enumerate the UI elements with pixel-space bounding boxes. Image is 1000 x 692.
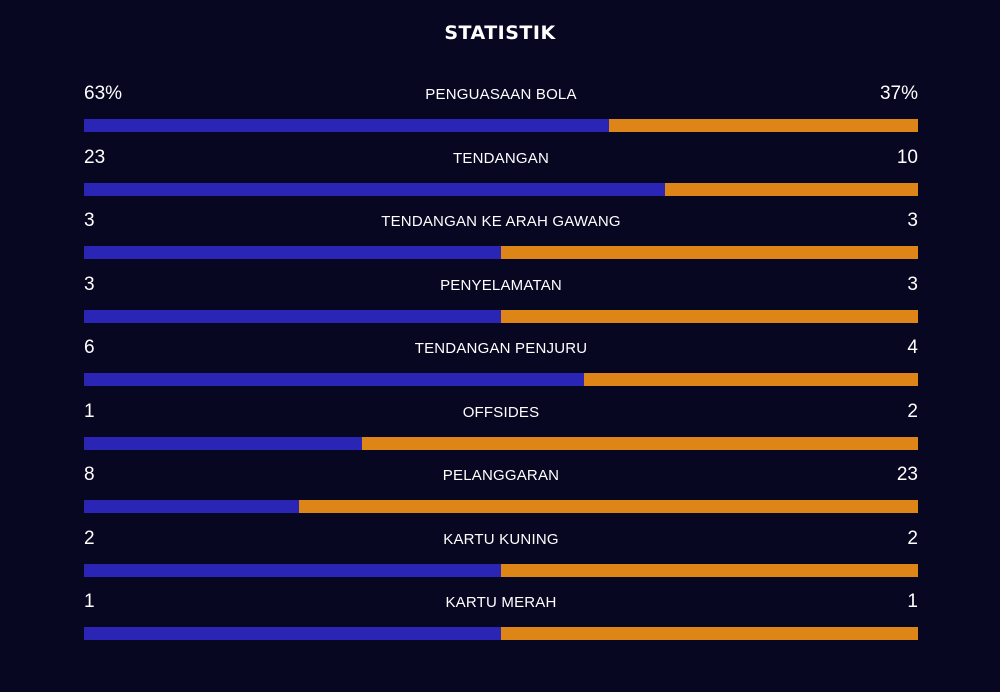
stat-row: KARTU MERAH 1 1 bbox=[84, 588, 918, 652]
stats-list: PENGUASAAN BOLA 63% 37% TENDANGAN 23 10 TENDAN… bbox=[84, 80, 918, 652]
stat-header: TENDANGAN KE ARAH GAWANG 3 3 bbox=[84, 207, 918, 235]
home-value: 1 bbox=[84, 400, 95, 422]
stat-header: PELANGGARAN 8 23 bbox=[84, 461, 918, 489]
away-value: 2 bbox=[907, 527, 918, 549]
stat-row: OFFSIDES 1 2 bbox=[84, 398, 918, 462]
stat-row: PENYELAMATAN 3 3 bbox=[84, 271, 918, 335]
stat-header: KARTU MERAH 1 1 bbox=[84, 588, 918, 616]
away-bar-segment bbox=[501, 309, 918, 323]
away-bar-segment bbox=[299, 500, 918, 513]
home-bar-segment bbox=[84, 563, 501, 577]
stat-row: TENDANGAN 23 10 bbox=[84, 144, 918, 208]
stat-header: PENGUASAAN BOLA 63% 37% bbox=[84, 80, 918, 108]
away-value: 4 bbox=[907, 337, 918, 358]
stat-label: OFFSIDES bbox=[462, 403, 540, 421]
stat-label: PENGUASAAN BOLA bbox=[425, 86, 577, 103]
home-value: 2 bbox=[84, 527, 95, 549]
stat-label: PELANGGARAN bbox=[442, 467, 560, 484]
away-bar-segment bbox=[501, 627, 918, 640]
away-value: 10 bbox=[896, 146, 918, 168]
home-bar-segment bbox=[84, 436, 362, 450]
comparison-bar bbox=[84, 246, 918, 259]
away-bar-segment bbox=[665, 182, 918, 196]
stat-label: KARTU MERAH bbox=[445, 594, 557, 611]
away-value: 3 bbox=[907, 210, 918, 231]
stat-row: KARTU KUNING 2 2 bbox=[84, 525, 918, 589]
panel-title: STATISTIK bbox=[444, 22, 556, 44]
home-value: 63% bbox=[84, 83, 123, 104]
stat-header: KARTU KUNING 2 2 bbox=[84, 525, 918, 553]
stat-label: PENYELAMATAN bbox=[440, 276, 562, 294]
away-value: 37% bbox=[879, 83, 918, 104]
comparison-bar bbox=[84, 119, 918, 132]
away-bar-segment bbox=[501, 246, 918, 259]
home-bar-segment bbox=[84, 119, 610, 132]
stat-header: TENDANGAN 23 10 bbox=[84, 144, 918, 172]
comparison-bar bbox=[84, 309, 918, 323]
stat-label: KARTU KUNING bbox=[443, 530, 559, 548]
home-bar-segment bbox=[84, 246, 501, 259]
home-value: 1 bbox=[84, 591, 95, 612]
comparison-bar bbox=[84, 436, 918, 450]
home-value: 8 bbox=[84, 464, 95, 485]
home-value: 3 bbox=[84, 210, 95, 231]
away-bar-segment bbox=[361, 436, 918, 450]
home-bar-segment bbox=[84, 627, 501, 640]
home-bar-segment bbox=[84, 373, 585, 386]
home-value: 23 bbox=[84, 146, 106, 168]
stat-label: TENDANGAN bbox=[453, 149, 549, 167]
stat-label: TENDANGAN KE ARAH GAWANG bbox=[381, 213, 621, 230]
away-value: 3 bbox=[907, 273, 918, 295]
stat-label: TENDANGAN PENJURU bbox=[414, 340, 588, 357]
comparison-bar bbox=[84, 563, 918, 577]
home-value: 6 bbox=[84, 337, 95, 358]
stat-row: PELANGGARAN 8 23 bbox=[84, 461, 918, 525]
stat-header: TENDANGAN PENJURU 6 4 bbox=[84, 334, 918, 362]
away-value: 2 bbox=[907, 400, 918, 422]
home-value: 3 bbox=[84, 273, 95, 295]
away-bar-segment bbox=[584, 373, 918, 386]
stat-row: TENDANGAN PENJURU 6 4 bbox=[84, 334, 918, 398]
stat-row: TENDANGAN KE ARAH GAWANG 3 3 bbox=[84, 207, 918, 271]
home-bar-segment bbox=[84, 500, 300, 513]
away-value: 1 bbox=[907, 591, 918, 612]
comparison-bar bbox=[84, 500, 918, 513]
stat-header: PENYELAMATAN 3 3 bbox=[84, 271, 918, 299]
away-value: 23 bbox=[896, 464, 918, 485]
comparison-bar bbox=[84, 182, 918, 196]
stat-row: PENGUASAAN BOLA 63% 37% bbox=[84, 80, 918, 144]
home-bar-segment bbox=[84, 182, 666, 196]
away-bar-segment bbox=[609, 119, 918, 132]
comparison-bar bbox=[84, 373, 918, 386]
away-bar-segment bbox=[501, 563, 918, 577]
comparison-bar bbox=[84, 627, 918, 640]
home-bar-segment bbox=[84, 309, 501, 323]
stat-header: OFFSIDES 1 2 bbox=[84, 398, 918, 426]
